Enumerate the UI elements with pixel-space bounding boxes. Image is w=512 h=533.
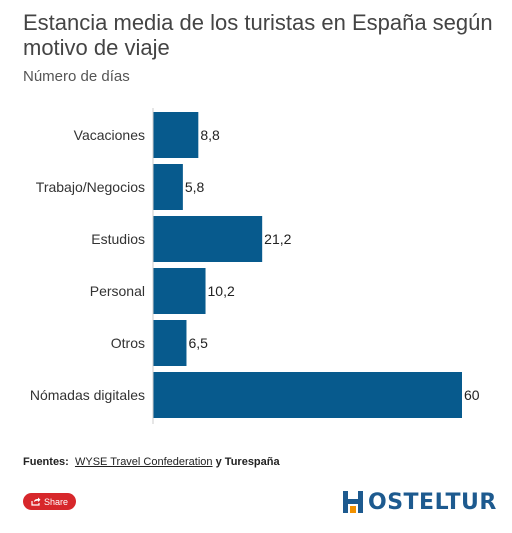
value-label: 60 [464,387,480,403]
category-label: Otros [111,335,145,351]
share-icon [31,497,41,506]
chart-title: Estancia media de los turistas en España… [23,10,493,60]
value-label: 6,5 [188,335,208,351]
logo-text: OSTELTUR [368,489,497,515]
source-conjunction: y [215,456,222,468]
bar [153,112,199,158]
hosteltur-logo: OSTELTUR [340,489,497,515]
category-label: Nómadas digitales [30,387,145,403]
category-label: Personal [90,283,145,299]
share-label: Share [43,496,69,507]
source-link[interactable]: WYSE Travel Confederation [74,456,213,468]
hosteltur-h-icon [343,491,363,513]
chart-subtitle: Número de días [23,68,130,85]
value-label: 8,8 [200,127,220,143]
share-button[interactable]: Share [23,493,76,510]
bar [153,320,187,366]
bar [153,372,462,418]
source-second: Turespaña [224,456,280,468]
bar [153,216,263,262]
category-label: Estudios [91,231,145,247]
bar-chart: Vacaciones 8,8 Trabajo/Negocios 5,8 Estudios… [30,108,480,424]
category-label: Vacaciones [74,127,145,143]
bar [153,268,206,314]
source-note: Fuentes: WYSE Travel Confederation y Tur… [23,456,280,468]
category-label: Trabajo/Negocios [36,179,145,195]
value-label: 21,2 [264,231,291,247]
value-label: 5,8 [185,179,205,195]
source-label: Fuentes: [23,456,69,468]
bar [153,164,183,210]
value-label: 10,2 [208,283,235,299]
